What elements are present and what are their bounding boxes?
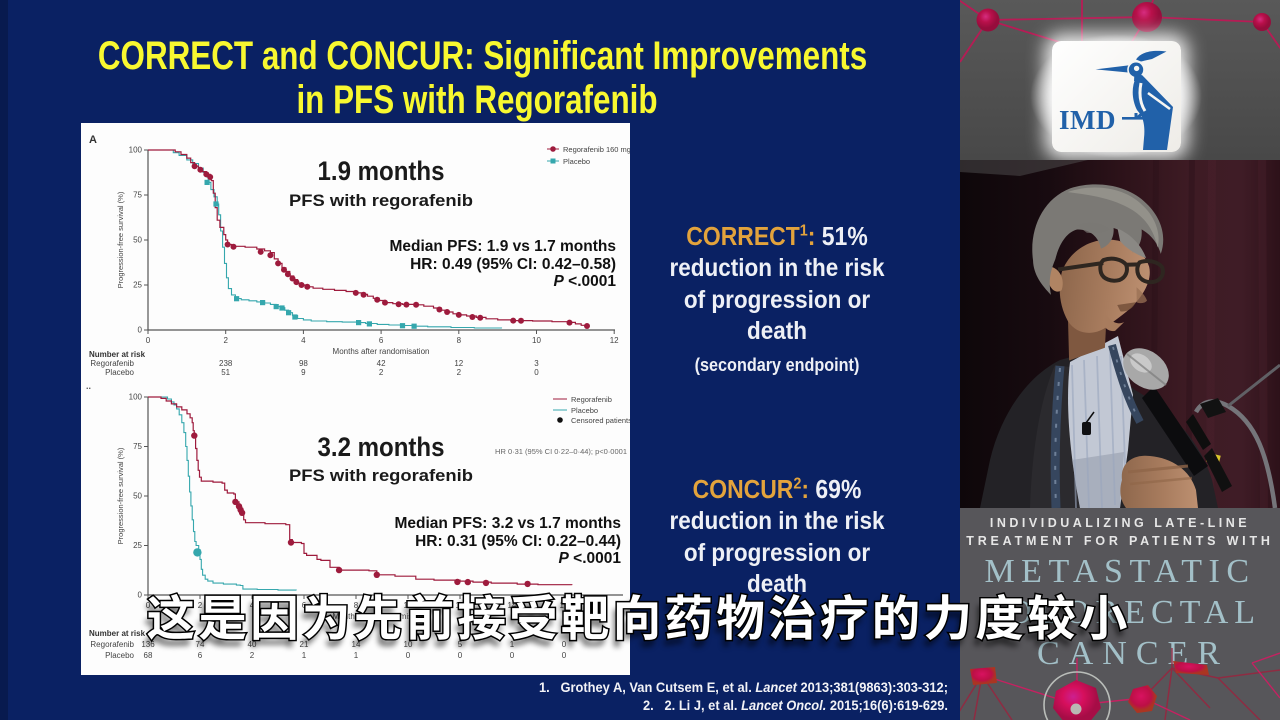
svg-text:68: 68 <box>144 651 153 660</box>
svg-text:0: 0 <box>562 651 567 660</box>
svg-text:75: 75 <box>133 191 142 200</box>
svg-text:0: 0 <box>458 651 463 660</box>
svg-text:75: 75 <box>133 442 142 451</box>
svg-text:0: 0 <box>146 336 151 345</box>
svg-text:HR 0·31 (95% CI 0·22–0·44); p<: HR 0·31 (95% CI 0·22–0·44); p<0·0001 <box>495 447 627 456</box>
svg-text:0: 0 <box>138 326 143 335</box>
svg-text:Regorafenib 160 mg: Regorafenib 160 mg <box>563 145 630 154</box>
svg-text:9: 9 <box>301 368 306 377</box>
svg-text:25: 25 <box>133 541 142 550</box>
svg-text:2: 2 <box>198 601 203 610</box>
svg-text:2: 2 <box>250 651 255 660</box>
svg-text:0: 0 <box>510 651 515 660</box>
svg-text:2: 2 <box>379 368 384 377</box>
svg-text:3: 3 <box>534 359 539 368</box>
svg-text:HR: 0.49 (95% CI: 0.42–0.58): HR: 0.49 (95% CI: 0.42–0.58) <box>410 256 616 273</box>
svg-text:IMD: IMD <box>1059 105 1116 135</box>
svg-text:Regorafenib: Regorafenib <box>571 395 612 404</box>
svg-text:50: 50 <box>133 492 142 501</box>
svg-text:P <.0001: P <.0001 <box>554 273 617 290</box>
svg-text:4: 4 <box>301 336 306 345</box>
svg-text:Placebo: Placebo <box>105 368 134 377</box>
svg-text:Regorafenib: Regorafenib <box>90 359 134 368</box>
svg-text:238: 238 <box>219 359 233 368</box>
svg-text:Median PFS: 1.9 vs 1.7 months: Median PFS: 1.9 vs 1.7 months <box>389 238 616 255</box>
svg-text:1: 1 <box>354 651 359 660</box>
svg-text:0: 0 <box>562 640 567 649</box>
svg-text:Regorafenib: Regorafenib <box>90 640 134 649</box>
svg-text:25: 25 <box>133 281 142 290</box>
svg-text:0: 0 <box>138 591 143 600</box>
svg-text:8: 8 <box>354 601 359 610</box>
svg-text:21: 21 <box>300 640 309 649</box>
svg-text:6: 6 <box>198 651 203 660</box>
svg-text:50: 50 <box>133 236 142 245</box>
svg-text:6: 6 <box>379 336 384 345</box>
svg-text:12: 12 <box>610 336 619 345</box>
svg-text:A: A <box>89 134 97 146</box>
svg-text:2: 2 <box>223 336 228 345</box>
svg-text:PFS with regorafenib: PFS with regorafenib <box>289 466 473 485</box>
svg-text:PFS with regorafenib: PFS with regorafenib <box>289 191 473 210</box>
svg-text:P <.0001: P <.0001 <box>559 550 622 567</box>
svg-text:Median PFS: 3.2 vs 1.7 months: Median PFS: 3.2 vs 1.7 months <box>394 515 621 532</box>
svg-text:Number at risk: Number at risk <box>89 350 146 359</box>
svg-text:8: 8 <box>457 336 462 345</box>
svg-text:HR: 0.31 (95% CI: 0.22–0.44): HR: 0.31 (95% CI: 0.22–0.44) <box>415 533 621 550</box>
svg-text:12: 12 <box>454 359 463 368</box>
svg-text:100: 100 <box>129 146 143 155</box>
svg-text:..: .. <box>86 381 91 391</box>
svg-text:42: 42 <box>377 359 386 368</box>
svg-text:Months after randomisation: Months after randomisation <box>333 347 430 356</box>
svg-text:98: 98 <box>299 359 308 368</box>
svg-text:Placebo: Placebo <box>563 157 590 166</box>
svg-text:100: 100 <box>129 393 143 402</box>
svg-text:3.2 months: 3.2 months <box>318 432 445 462</box>
svg-text:1: 1 <box>302 651 307 660</box>
svg-text:1.9 months: 1.9 months <box>318 156 445 186</box>
svg-text:Number at risk: Number at risk <box>89 629 146 638</box>
svg-text:10: 10 <box>532 336 541 345</box>
svg-text:0: 0 <box>534 368 539 377</box>
svg-text:Placebo: Placebo <box>571 406 598 415</box>
svg-text:Progression-free survival (%): Progression-free survival (%) <box>116 447 125 544</box>
svg-text:Progression-free survival (%): Progression-free survival (%) <box>116 191 125 288</box>
svg-text:51: 51 <box>221 368 230 377</box>
svg-text:2: 2 <box>457 368 462 377</box>
svg-text:0: 0 <box>406 651 411 660</box>
svg-text:Placebo: Placebo <box>105 651 134 660</box>
svg-text:Censored patients: Censored patients <box>571 416 630 425</box>
